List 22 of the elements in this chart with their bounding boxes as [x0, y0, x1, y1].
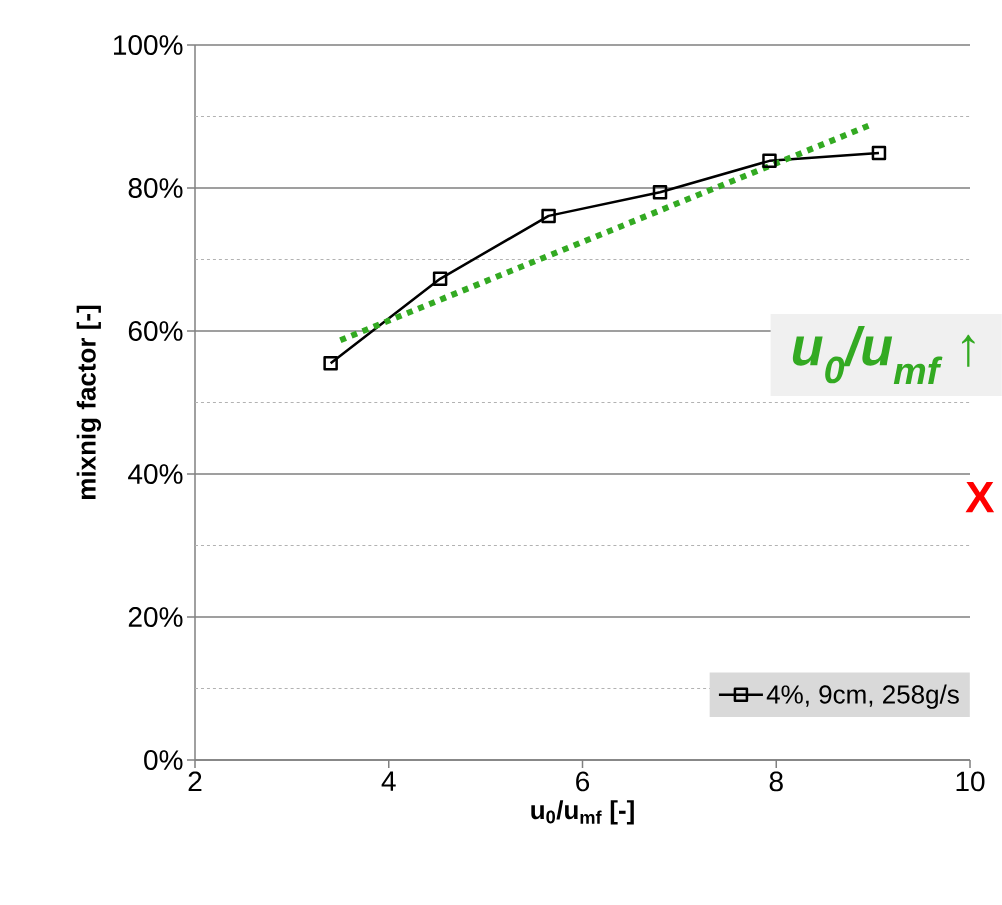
y-tick-label: 40%	[128, 464, 183, 484]
x-tick-label: 4	[381, 771, 396, 791]
annotation: u$_{0}$/u$_{mf}$ ↑	[792, 326, 975, 384]
x-tick-label: 6	[576, 771, 590, 792]
point	[762, 153, 777, 169]
x-tick-label: 8	[769, 771, 783, 792]
point	[871, 145, 887, 161]
y-tick-label: 20%	[128, 607, 183, 627]
y-axis-title: mixnig factor [-]	[76, 305, 102, 500]
point	[323, 355, 338, 371]
point	[652, 185, 668, 200]
x-tick-label: 2	[188, 771, 202, 792]
y-tick-label: 100%	[114, 35, 183, 55]
annotation: X	[965, 481, 995, 513]
y-tick-label: 60%	[128, 321, 183, 341]
point	[432, 271, 448, 287]
x-axis-title: u$_{0}$/u$_{mf}$ [-]	[531, 800, 634, 825]
y-tick-label: 80%	[128, 178, 183, 198]
x-tick-label: 10	[956, 771, 985, 792]
point	[541, 208, 556, 224]
legend-label: 4%, 9cm, 258g/s	[766, 684, 959, 709]
y-tick-label: 0%	[144, 750, 183, 770]
